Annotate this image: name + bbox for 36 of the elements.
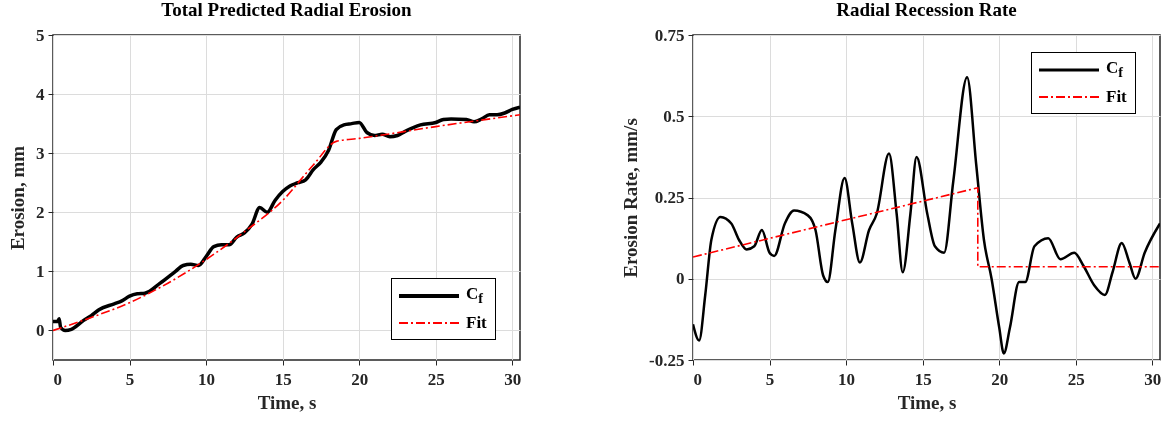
- x-tick-label: 20: [991, 369, 1009, 389]
- y-axis-title: Erosion, mm: [7, 145, 28, 251]
- legend-label: C$_{f}$: [466, 283, 483, 308]
- legend-label: Fit: [466, 312, 487, 333]
- y-tick-label: 4: [36, 84, 45, 104]
- legend-label: C$_{f}$: [1106, 57, 1123, 82]
- x-tick-label: 0: [53, 369, 62, 389]
- x-tick-label: 10: [198, 369, 216, 389]
- x-tick-label: 10: [838, 369, 856, 389]
- x-tick-label: 25: [427, 369, 445, 389]
- y-tick-label: 0.5: [663, 106, 685, 126]
- x-tick-label: 0: [693, 369, 702, 389]
- y-tick-label: 3: [36, 143, 45, 163]
- x-axis-title: Time, s: [897, 391, 957, 413]
- y-tick-label: -0.25: [649, 350, 685, 370]
- chart-title: Radial Recession Rate: [836, 0, 1017, 20]
- y-tick-label: 1: [36, 261, 45, 281]
- y-tick-label: 0.75: [654, 25, 685, 45]
- y-tick-label: 0.25: [654, 188, 685, 207]
- line-series: [693, 76, 1160, 355]
- x-tick-label: 15: [914, 369, 932, 389]
- x-axis-title: Time, s: [257, 391, 317, 413]
- y-tick-label: 2: [36, 202, 45, 222]
- x-tick-label: 20: [351, 369, 369, 389]
- y-tick-label: 5: [36, 25, 45, 45]
- y-tick-label: 0: [36, 320, 45, 340]
- y-axis-title: Erosion Rate, mm/s: [620, 118, 642, 278]
- y-tick-label: 0: [676, 269, 685, 289]
- x-tick-label: 30: [1144, 369, 1162, 389]
- legend-label: Fit: [1106, 86, 1127, 107]
- x-tick-label: 30: [504, 369, 522, 389]
- x-tick-label: 5: [125, 369, 135, 389]
- x-tick-label: 15: [274, 369, 292, 389]
- chart-title: Total Predicted Radial Erosion: [161, 0, 413, 20]
- x-tick-label: 25: [1067, 369, 1085, 389]
- x-tick-label: 5: [765, 369, 775, 389]
